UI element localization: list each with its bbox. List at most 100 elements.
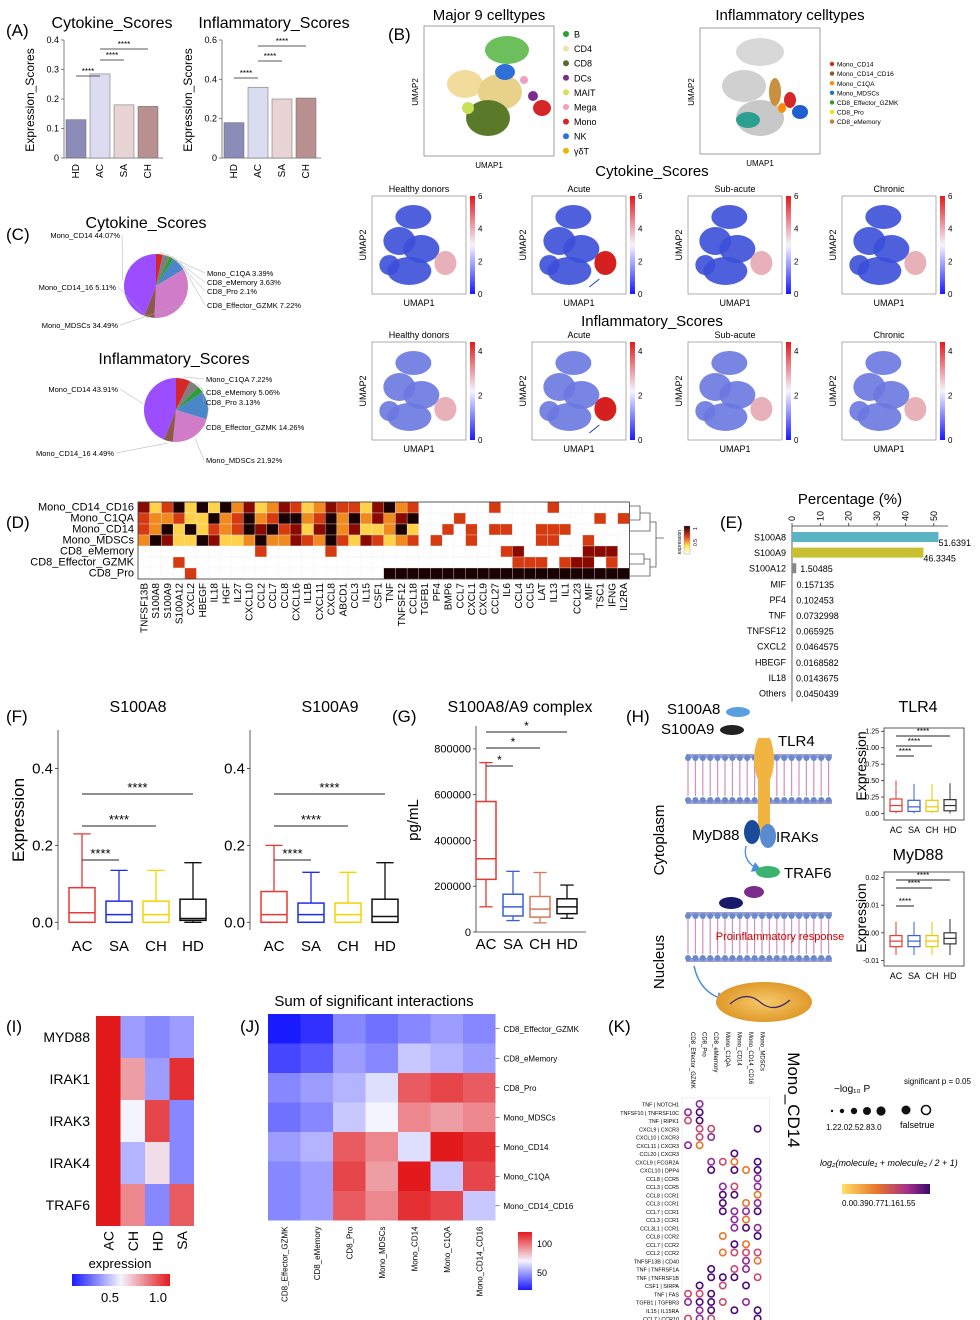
lipid-head [825,755,832,761]
e-bar [792,610,793,620]
d-heat-cell [301,512,314,525]
d-heat-cell [418,501,431,514]
d-heat-cell [254,567,267,580]
box-ytick-label: 0.01 [865,903,879,910]
d-legend-title: expression [677,530,683,554]
d-heat-cell [313,545,326,558]
b-legend-label: CD8_Effector_GZMK [837,100,899,107]
b-xlabel: UMAP1 [873,444,904,454]
k-row-label: IL15 | IL15RA [646,1309,679,1315]
d-heat-cell [523,534,536,547]
k-legend-p-title: −log₁₀ P [834,1084,870,1095]
lipid-head [699,755,706,761]
k-row-label: CXCL10 | CXCR3 [636,1136,679,1142]
h-s100a8-label: S100A8 [667,701,720,718]
k-col-label: Mono_CD14_CD16 [747,1032,753,1085]
d-col-label: CCL8 [280,583,291,609]
d-heat-cell [430,523,443,536]
b-legend-label: CD8_Pro [837,110,864,117]
d-col-label: IL1 [561,583,572,597]
lipid-head [803,755,810,761]
box-sig-label: * [511,735,516,749]
j-heat-cell [430,1102,463,1132]
d-col-label: BMP6 [444,583,455,611]
d-heat-cell [325,545,338,558]
d-heat-cell [594,501,607,514]
e-xtick-label: 30 [872,511,882,521]
j-heat-cell [333,1191,366,1221]
j-heat-cell [268,1073,301,1103]
b-ylabel: UMAP2 [358,229,368,260]
d-heat-cell [371,545,384,558]
d-heat-cell [219,512,232,525]
j-heat-cell [430,1191,463,1221]
c-pie-slice [156,259,184,286]
d-heat-cell [477,545,490,558]
d-heat-cell [605,545,618,558]
k-col-label: Mono_CD14 [735,1032,741,1066]
label-K: (K) [608,1017,631,1036]
c-pie-label: Mono_CD14 44.07% [50,231,120,240]
d-heat-cell [477,501,490,514]
j-row-label: Mono_CD14_CD16 [504,1202,574,1211]
d-heat-cell [582,567,595,580]
lipid-head [751,913,758,919]
b-umap-mono-cluster [750,251,773,275]
d-heat-cell [348,512,361,525]
b-colorbar-tick: 0 [478,290,483,299]
b-legend-celltypes: B CD4 CD8 DCs MAIT Mega Mono NK γδT [563,30,597,156]
d-heat-cell [172,534,185,547]
box-ytick-label: 0.00 [865,930,879,937]
k-dot [683,1289,692,1298]
j-legend-bar [518,1232,532,1290]
b-umap-blob [555,205,592,229]
box-body [142,900,170,924]
j-row-label: CD8_Pro [504,1084,537,1093]
b-umap-frame [841,341,937,441]
k-dot [753,1157,762,1166]
d-heat-cell [477,556,490,569]
d-heat-cell [559,512,572,525]
d-heat-cell [254,523,267,536]
b-umap-frame-2 [699,27,821,155]
b-condition-title: Sub-acute [714,330,755,340]
e-xtick-label: 40 [900,511,910,521]
i-heat-cell [120,1100,145,1142]
a-ylabel-2: Expression_Scores [181,48,195,151]
lipid-head [729,755,736,761]
lipid-head [699,955,706,961]
k-dot [730,1215,739,1224]
k-dot [730,1166,739,1175]
k-dot [730,1207,739,1216]
k-dot [753,1190,762,1199]
b-condition-title: Acute [567,330,590,340]
lipid-head [781,955,788,961]
b-xlabel-1: UMAP1 [475,161,503,170]
k-dot [730,1149,739,1158]
d-heat-cell [161,501,174,514]
k-dot [741,1281,750,1290]
d-heat-cell [231,501,244,514]
lipid-head [803,797,810,803]
box-xtick-label: SA [301,938,321,955]
a-xtick-label: SA [119,164,130,178]
i-heat-cell [169,1100,194,1142]
i-heat-cell [145,1184,170,1226]
k-legend-color-ticks: 0.00.390.771.161.55 [842,1199,916,1208]
j-heat-cell [300,1132,333,1162]
d-heat-cell [617,545,630,558]
k-dot [741,1207,750,1216]
d-heat-cell [172,523,185,536]
i-heat-cell [145,1016,170,1058]
b-ylabel-2: UMAP2 [687,78,696,106]
j-heat-cell [398,1161,431,1191]
j-heat-cell [333,1043,366,1073]
d-heat-cell [231,556,244,569]
box-xtick-label: AC [890,825,903,835]
b-umap-blob [539,401,560,421]
box-xtick-label: SA [109,938,129,955]
d-heat-cell [313,567,326,580]
d-heat-cell [278,534,291,547]
b-umap-frame [687,341,783,441]
d-heat-cell [348,501,361,514]
